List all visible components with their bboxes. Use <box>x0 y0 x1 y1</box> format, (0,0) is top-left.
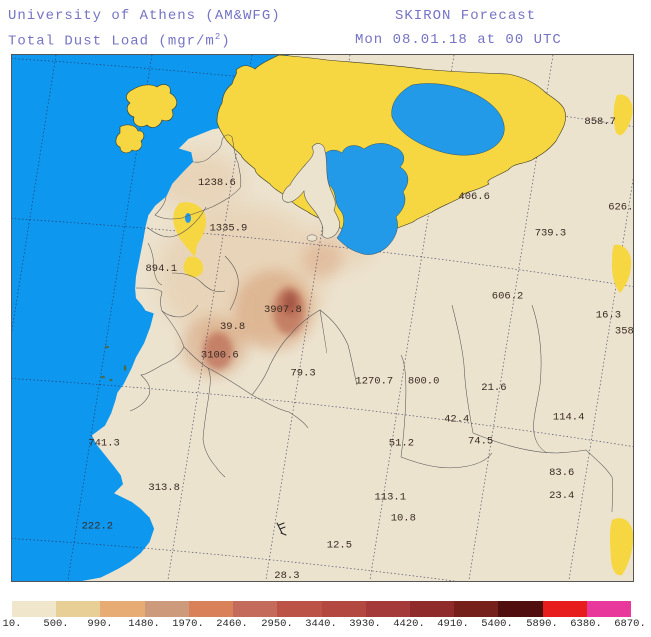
svg-text:1270.7: 1270.7 <box>355 375 393 387</box>
svg-text:358.: 358. <box>615 326 633 338</box>
svg-text:114.4: 114.4 <box>553 412 585 424</box>
svg-text:12.5: 12.5 <box>327 539 352 551</box>
svg-text:739.3: 739.3 <box>535 228 567 240</box>
svg-text:3907.8: 3907.8 <box>264 304 302 316</box>
svg-text:1335.9: 1335.9 <box>210 223 248 235</box>
svg-text:606.2: 606.2 <box>492 290 524 302</box>
svg-text:42.4: 42.4 <box>444 414 469 426</box>
svg-text:741.3: 741.3 <box>88 437 120 449</box>
svg-text:21.6: 21.6 <box>481 382 506 394</box>
svg-text:113.1: 113.1 <box>375 492 407 504</box>
svg-text:10.8: 10.8 <box>391 513 416 525</box>
svg-text:51.2: 51.2 <box>389 437 414 449</box>
svg-text:23.4: 23.4 <box>549 490 574 502</box>
svg-text:39.8: 39.8 <box>220 321 245 333</box>
svg-text:16.3: 16.3 <box>596 310 621 322</box>
svg-text:406.6: 406.6 <box>458 191 490 203</box>
svg-text:1238.6: 1238.6 <box>198 177 236 189</box>
svg-text:74.5: 74.5 <box>468 435 493 447</box>
svg-text:313.8: 313.8 <box>148 482 180 494</box>
svg-text:858.7: 858.7 <box>584 116 616 128</box>
svg-text:28.3: 28.3 <box>274 570 299 581</box>
svg-text:626.: 626. <box>608 202 633 214</box>
svg-text:894.1: 894.1 <box>146 263 178 275</box>
svg-text:79.3: 79.3 <box>291 368 316 380</box>
svg-text:222.2: 222.2 <box>82 520 114 532</box>
svg-text:800.0: 800.0 <box>408 375 440 387</box>
svg-text:83.6: 83.6 <box>549 467 574 479</box>
svg-text:3100.6: 3100.6 <box>201 350 239 362</box>
